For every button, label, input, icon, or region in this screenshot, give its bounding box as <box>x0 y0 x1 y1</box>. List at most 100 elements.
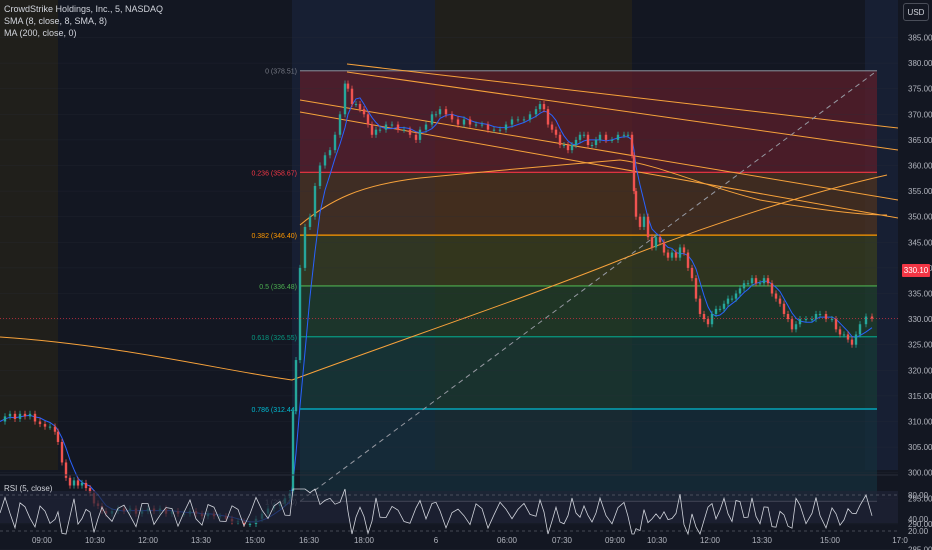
candle-body <box>318 165 322 186</box>
candle-body <box>88 488 92 494</box>
time-axis[interactable]: 09:00 10:30 12:00 13:30 15:00 16:30 18:00 6 06:0… <box>32 536 908 545</box>
candle-body <box>638 216 642 227</box>
candle-body <box>770 283 774 294</box>
time-tick-label: 17:0 <box>892 536 908 545</box>
candle-body <box>424 124 428 130</box>
candle-body <box>402 129 406 131</box>
price-tick-label: 385.00 <box>908 34 932 43</box>
candle-body <box>718 308 722 310</box>
candle-body <box>674 252 678 258</box>
candle-body <box>762 278 766 284</box>
candle-body <box>378 129 382 131</box>
time-tick-label: 06:00 <box>497 536 518 545</box>
candle-body <box>864 316 868 325</box>
trend-lines[interactable] <box>299 63 899 502</box>
candle-body <box>794 324 798 330</box>
candle-body <box>450 114 454 120</box>
candle-body <box>33 413 37 422</box>
fib-label-0.236: 0.236 (358.67) <box>251 170 297 177</box>
sma-legend[interactable]: SMA (8, close, 8, SMA, 8) <box>4 16 108 26</box>
price-tick-label: 330.00 <box>908 315 932 324</box>
candle-body <box>630 134 634 156</box>
price-tick-label: 350.00 <box>908 213 932 222</box>
candle-body <box>766 278 770 284</box>
candle-body <box>462 119 466 125</box>
candle-body <box>444 109 448 115</box>
ma-200-line <box>0 174 888 381</box>
candle-body <box>338 114 342 135</box>
ma-legend[interactable]: MA (200, close, 0) <box>4 28 77 38</box>
last-price-badge: 330.10 <box>902 264 930 277</box>
symbol-title[interactable]: CrowdStrike Holdings, Inc., 5, NASDAQ <box>4 4 164 14</box>
candle-body <box>714 308 718 314</box>
candle-body <box>64 462 68 478</box>
candle-body <box>13 413 17 419</box>
candle-body <box>362 109 366 115</box>
candle-body <box>838 329 842 335</box>
rsi-pane: 80.00 40.00 20.00 <box>0 474 929 536</box>
candle-body <box>710 313 714 325</box>
candle-body <box>730 298 734 300</box>
candle-body <box>370 124 374 135</box>
candle-body <box>782 303 786 314</box>
candle-body <box>474 124 478 126</box>
candle-body <box>354 104 358 106</box>
candle-body <box>28 413 32 417</box>
candle-body <box>824 313 828 320</box>
candle-body <box>622 134 626 136</box>
price-tick-label: 290.00 <box>908 520 932 529</box>
candle-body <box>758 283 762 285</box>
candle-body <box>528 114 532 120</box>
candle-body <box>323 155 327 166</box>
candle-body <box>554 129 558 135</box>
candle-body <box>690 267 694 279</box>
candle-body <box>734 293 738 299</box>
fibonacci-retracement[interactable]: 0 (378.51) 0.236 (358.67) 0.382 (346.40) 0.… <box>251 69 877 507</box>
candle-body <box>570 145 574 151</box>
candle-body <box>654 237 658 248</box>
fib-zone-5 <box>300 409 877 502</box>
trend-line-1 <box>346 71 899 151</box>
candle-body <box>468 119 472 125</box>
candle-body <box>538 104 542 110</box>
time-tick-label: 15:00 <box>245 536 266 545</box>
price-tick-label: 315.00 <box>908 392 932 401</box>
candle-body <box>8 413 12 417</box>
candle-body <box>658 237 662 243</box>
candle-body <box>60 441 64 463</box>
candle-body <box>384 124 388 130</box>
candle-body <box>542 104 546 110</box>
candle-body <box>738 288 742 294</box>
time-tick-label: 18:00 <box>354 536 375 545</box>
candle-body <box>414 134 418 140</box>
currency-button[interactable]: USD <box>903 3 929 21</box>
candle-body <box>798 319 802 325</box>
ma-secondary-line <box>299 159 888 226</box>
candle-body <box>328 150 332 156</box>
trend-line-2 <box>299 99 899 201</box>
candle-body <box>786 313 790 320</box>
candle-body <box>842 334 846 336</box>
time-tick-label: 16:30 <box>299 536 320 545</box>
candle-body <box>650 237 654 248</box>
time-tick-label: 15:00 <box>820 536 841 545</box>
candle-body <box>834 319 838 330</box>
candle-body <box>566 145 570 151</box>
candle-body <box>56 431 60 442</box>
candle-body <box>291 411 295 494</box>
price-tick-label: 335.00 <box>908 290 932 299</box>
price-tick-label: 300.00 <box>908 469 932 478</box>
candle-body <box>68 477 72 486</box>
candle-body <box>830 319 834 321</box>
candle-body <box>298 267 302 361</box>
rsi-legend[interactable]: RSI (5, close) <box>4 484 53 493</box>
candle-body <box>634 191 638 217</box>
candle-body <box>456 119 460 125</box>
trend-line-3 <box>299 111 899 219</box>
candle-body <box>350 88 354 105</box>
price-tick-label: 360.00 <box>908 162 932 171</box>
candle-body <box>604 134 608 140</box>
candle-body <box>642 216 646 227</box>
candle-body <box>396 124 400 130</box>
